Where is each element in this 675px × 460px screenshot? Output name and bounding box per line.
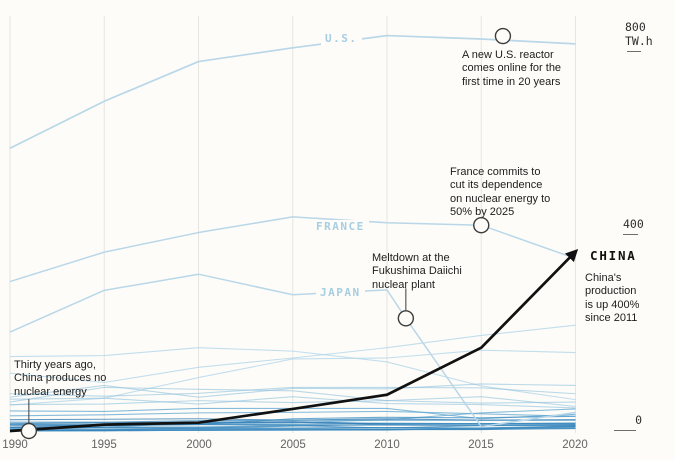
background-country-line-2 bbox=[9, 347, 576, 401]
y-axis-label-400: 400 bbox=[623, 217, 644, 235]
annotation-circle-france-commits bbox=[473, 216, 490, 234]
x-axis-label-1990: 1990 bbox=[2, 439, 28, 451]
background-country-line-6 bbox=[9, 396, 576, 409]
y-axis-label-0-text: 0 bbox=[635, 413, 642, 427]
annotation-china-zero: Thirty years ago, China produces no nucl… bbox=[14, 359, 107, 398]
series-line-us bbox=[9, 34, 576, 150]
background-series-group bbox=[9, 324, 576, 432]
y-axis-tick-400 bbox=[623, 234, 638, 235]
annotation-markers-group bbox=[20, 27, 512, 440]
annotation-circle-fukushima bbox=[397, 310, 415, 327]
background-country-line-3 bbox=[9, 383, 576, 398]
x-axis-label-1995: 1995 bbox=[91, 439, 117, 451]
x-axis-label-2000: 2000 bbox=[186, 439, 212, 451]
background-country-line-4 bbox=[9, 386, 576, 397]
x-axis-label-2020: 2020 bbox=[562, 439, 588, 451]
background-country-line-20 bbox=[9, 410, 576, 417]
y-axis-label-800-text: 800 TW.h bbox=[625, 20, 653, 48]
series-line-china bbox=[9, 249, 579, 433]
background-country-line-0 bbox=[9, 324, 576, 384]
x-axis-label-2015: 2015 bbox=[468, 439, 494, 451]
annotation-circle-us-reactor bbox=[494, 27, 512, 45]
y-axis-tick-0 bbox=[614, 430, 636, 431]
x-axis-label-2005: 2005 bbox=[280, 439, 306, 451]
annotation-china-growth: China's production is up 400% since 2011 bbox=[585, 272, 640, 325]
y-axis-label-400-text: 400 bbox=[623, 217, 644, 231]
annotation-fukushima: Meltdown at the Fukushima Daiichi nuclea… bbox=[372, 252, 462, 291]
series-label-france: FRANCE bbox=[312, 220, 369, 233]
series-label-japan: JAPAN bbox=[316, 286, 365, 299]
background-country-line-24 bbox=[10, 426, 576, 432]
annotation-circle-china-zero bbox=[20, 422, 38, 440]
x-axis-label-2010: 2010 bbox=[374, 439, 400, 451]
series-label-china: CHINA bbox=[590, 248, 637, 263]
annotation-france-commits: France commits to cut its dependence on … bbox=[450, 166, 551, 219]
y-axis-label-800: 800 TW.h bbox=[625, 20, 675, 52]
annotation-us-reactor: A new U.S. reactor comes online for the … bbox=[462, 49, 562, 88]
y-axis-tick-800 bbox=[627, 51, 641, 52]
series-label-us: U.S. bbox=[321, 32, 362, 45]
background-country-line-7 bbox=[9, 400, 576, 406]
y-axis-label-0: 0 bbox=[614, 413, 642, 431]
background-country-line-5 bbox=[9, 386, 576, 408]
